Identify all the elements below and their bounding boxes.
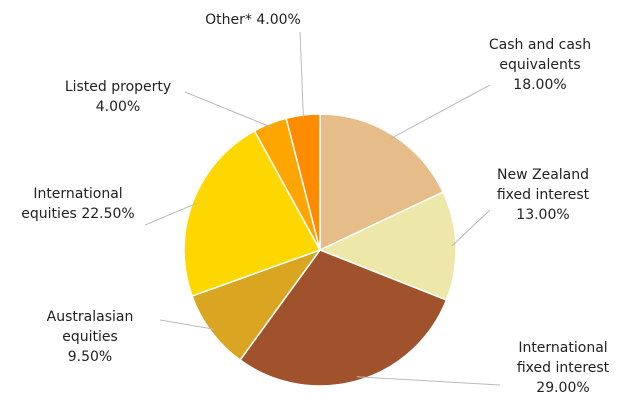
category-label: Listed property [64, 79, 172, 95]
slice-label: Other* 4.00% [153, 10, 353, 30]
slice-label: International fixed interest 29.00% [503, 338, 622, 398]
leader-line [159, 319, 215, 330]
leader-line [390, 84, 491, 139]
value-label: 29.00% [536, 380, 590, 396]
category-label: International equities [21, 186, 123, 222]
value-label: 9.50% [67, 349, 113, 365]
category-label: Cash and cash equivalents [488, 37, 592, 73]
value-label: 13.00% [516, 207, 570, 223]
value-label: 4.00% [95, 99, 141, 115]
category-label: Other* [205, 12, 252, 28]
value-label: 22.50% [81, 206, 135, 222]
category-label: Australasian equities [46, 309, 134, 345]
pie-slice [183, 129, 322, 298]
pie-slice [191, 248, 323, 362]
leader-line [356, 376, 501, 386]
category-label: International fixed interest [516, 340, 610, 376]
leader-line [144, 202, 197, 226]
slice-label: International equities 22.50% [8, 184, 148, 224]
slice-label: New Zealand fixed interest 13.00% [483, 165, 603, 225]
value-label: 18.00% [513, 77, 567, 93]
slice-label: Cash and cash equivalents 18.00% [480, 35, 600, 95]
leader-line [451, 209, 491, 247]
slice-label: Australasian equities 9.50% [30, 307, 150, 367]
pie-slice [239, 249, 448, 387]
pie-slice [319, 113, 445, 252]
category-label: New Zealand fixed interest [496, 167, 590, 203]
leader-line [184, 91, 272, 128]
pie-slice [318, 191, 457, 302]
slice-label: Listed property 4.00% [48, 77, 188, 117]
leader-line [299, 31, 304, 120]
value-label: 4.00% [256, 12, 301, 28]
